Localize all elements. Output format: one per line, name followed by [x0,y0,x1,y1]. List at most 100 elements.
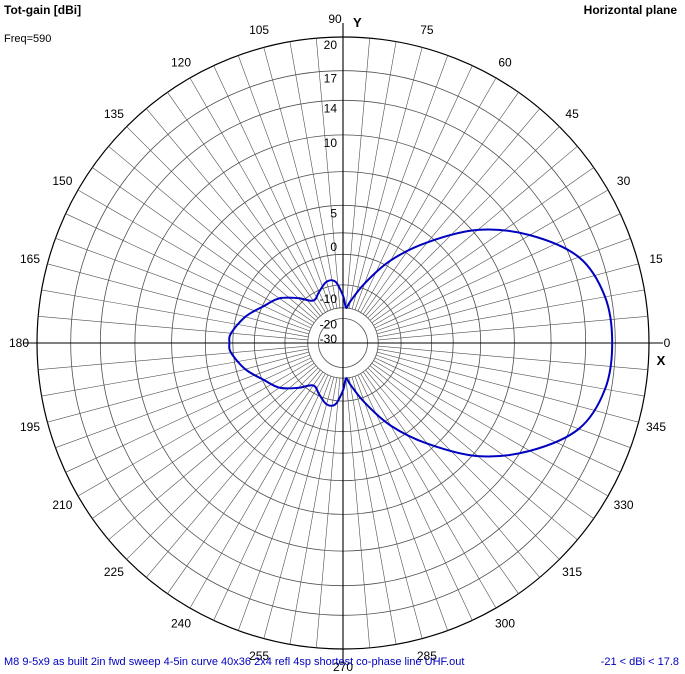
grid-spoke [65,213,312,329]
angle-tick-label: 60 [498,55,512,69]
grid-spoke [360,77,497,313]
grid-spoke [374,357,621,473]
angle-tick-label: 300 [495,617,515,631]
source-file-label: M8 9-5x9 as built 2in fwd sweep 4-5in cu… [4,656,465,668]
grid-spoke [47,351,310,423]
grid-spoke [371,167,594,324]
angle-tick-label: 120 [171,55,191,69]
grid-spoke [167,92,324,315]
grid-spoke [377,289,645,338]
angle-tick-label: 330 [614,498,634,512]
grid-spoke [126,126,319,319]
grid-spoke [289,41,338,309]
radial-tick-label: 5 [330,206,337,220]
grid-spoke [92,167,315,324]
grid-spoke [365,108,540,317]
grid-spoke [289,377,338,645]
grid-spoke [345,378,370,648]
grid-spoke [47,263,310,335]
grid-spoke [38,316,308,341]
grid-spoke [108,146,317,321]
radial-tick-label: 10 [324,136,338,150]
grid-spoke [92,362,315,519]
grid-spoke [146,369,321,578]
grid-spoke [65,357,312,473]
grid-spoke [367,126,560,319]
angle-tick-label: 90 [328,12,342,26]
grid-spoke [371,362,594,519]
axis-labels: YX [353,15,666,368]
grid-spoke [375,354,631,448]
grid-spoke [351,376,423,639]
grid-spoke [378,345,648,370]
grid-spoke [263,376,335,639]
angle-tick-labels: 0153045607590105120135150165180195210225… [9,12,671,674]
radial-tick-label: -10 [320,292,338,306]
angle-tick-label: 135 [104,107,124,121]
grid-spoke [167,371,324,594]
grid-spoke [348,377,397,645]
polar-grid [23,23,663,663]
angle-tick-label: 15 [649,252,663,266]
grid-spoke [213,374,329,621]
angle-tick-label: 195 [20,420,40,434]
radial-tick-label: 0 [330,240,337,254]
gain-pattern-line [228,228,614,458]
angle-tick-label: 0 [664,336,671,350]
grid-spoke [316,378,341,648]
grid-spoke [365,369,540,578]
grid-spoke [189,373,326,609]
grid-spoke [189,77,326,313]
grid-spoke [77,189,313,326]
grid-spoke [354,375,448,631]
angle-tick-label: 75 [420,23,434,37]
grid-spoke [377,348,645,397]
grid-spoke [362,371,519,594]
grid-spoke [367,367,560,560]
angle-tick-label: 255 [249,649,269,663]
angle-tick-label: 270 [333,660,353,674]
grid-spoke [376,351,639,423]
grid-spoke [373,360,609,497]
angle-tick-label: 225 [104,565,124,579]
grid-spoke [348,41,397,309]
grid-spoke [55,354,311,448]
angle-tick-label: 210 [52,498,72,512]
radial-tick-labels: 20 17 14 10 5 0 -10 -20-30 [320,38,338,346]
angle-tick-label: 285 [417,649,437,663]
grid-spoke [375,238,631,332]
radial-tick-label: 17 [324,72,338,86]
grid-spoke [41,348,309,397]
frequency-label: Freq=590 [4,33,52,45]
chart-title: Tot-gain [dBi] [4,3,82,17]
grid-spoke [238,375,332,631]
grid-spoke [263,47,335,310]
grid-spoke [146,108,321,317]
grid-spoke [316,38,341,308]
plane-label: Horizontal plane [583,3,677,17]
angle-tick-label: 315 [562,565,582,579]
angle-tick-label: 150 [52,174,72,188]
gain-range-label: -21 < dBi < 17.8 [600,656,679,668]
grid-spoke [376,263,639,335]
grid-spoke [369,365,578,540]
grid-spoke [374,213,621,329]
grid-spoke [351,47,423,310]
x-axis-label: X [657,353,666,368]
grid-spoke [55,238,311,332]
grid-spoke [369,146,578,321]
grid-spoke [378,316,648,341]
angle-tick-label: 240 [171,617,191,631]
angle-tick-label: 30 [617,174,631,188]
grid-spoke [360,373,497,609]
grid-spoke [362,92,519,315]
angle-tick-label: 165 [20,252,40,266]
radial-tick-label: 14 [324,101,338,115]
grid-spoke [345,38,370,308]
grid-spoke [77,360,313,497]
angle-tick-label: 345 [646,420,666,434]
grid-spoke [373,189,609,326]
grid-spoke [126,367,319,560]
grid-spoke [108,365,317,540]
